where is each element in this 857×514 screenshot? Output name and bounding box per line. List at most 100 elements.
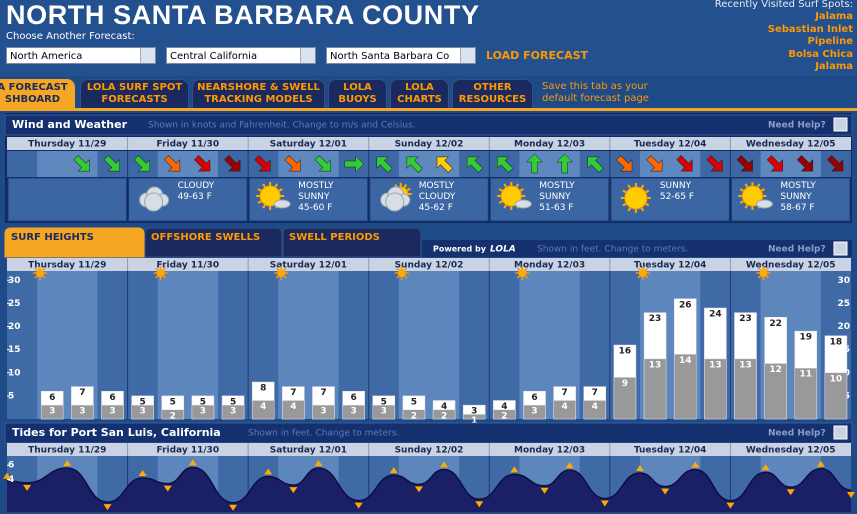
- sun-icon: [624, 186, 648, 210]
- day-label: Thursday 11/29: [28, 140, 106, 150]
- surf-max-label: 5: [170, 397, 176, 407]
- panel-title: Tides for Port San Luis, California: [12, 426, 221, 439]
- tide-marker: [540, 487, 549, 494]
- day-label: Thursday 11/29: [28, 446, 106, 456]
- surf-max-label: 7: [290, 388, 296, 398]
- surf-min-label: 4: [290, 402, 296, 412]
- day-label: Saturday 12/01: [270, 140, 347, 150]
- y-tick-label: 25: [837, 299, 850, 309]
- surf-min-label: 3: [381, 407, 387, 417]
- day-label: Saturday 12/01: [270, 446, 347, 456]
- tide-marker: [188, 459, 197, 466]
- help-link[interactable]: Need Help?: [768, 245, 826, 255]
- help-link[interactable]: Need Help?: [768, 121, 826, 131]
- panel-title-bar: [4, 114, 853, 136]
- surf-max-label: 22: [769, 319, 782, 329]
- help-link[interactable]: Need Help?: [768, 429, 826, 439]
- weather-text: MOSTLY SUNNY 51-63 F: [539, 181, 605, 214]
- recent-spot[interactable]: Pipeline: [807, 36, 853, 47]
- surf-min-label: 4: [562, 402, 568, 412]
- recent-spot[interactable]: Jalama: [815, 61, 853, 72]
- panel-note: Shown in feet. Change to meters.: [248, 429, 399, 439]
- surf-tab[interactable]: [4, 227, 145, 258]
- day-label: Wednesday 12/05: [746, 261, 836, 271]
- lola-logo: LOLA: [490, 245, 516, 255]
- day-label: Friday 11/30: [157, 446, 220, 456]
- surf-min-label: 3: [140, 407, 146, 417]
- wind-arrow: [103, 155, 120, 172]
- cloud-icon: [144, 192, 164, 212]
- weather-condition: CLOUDY: [177, 181, 215, 191]
- wind-arrow: [284, 155, 301, 172]
- nav-tab[interactable]: LOLA SURF SPOT FORECASTS: [80, 79, 189, 108]
- load-button[interactable]: LOAD FORECAST: [486, 49, 589, 62]
- sun-ray: [262, 204, 267, 209]
- sun-ray: [627, 184, 632, 189]
- daylight-column: [157, 271, 218, 419]
- nav-tab[interactable]: OTHER RESOURCES: [452, 79, 533, 108]
- tide-marker: [264, 468, 273, 475]
- tide-marker: [63, 460, 72, 467]
- nav-tab[interactable]: NEARSHORE & SWELL TRACKING MODELS: [192, 79, 325, 108]
- surf-min-label: 3: [200, 407, 206, 417]
- surf-title-bar: [422, 240, 852, 257]
- surf-min-bar: [71, 404, 94, 420]
- recent-spot[interactable]: Sebastian Inlet: [767, 23, 853, 35]
- wind-arrow: [344, 155, 364, 173]
- wind-arrow: [376, 156, 393, 173]
- surf-min-label: 3: [320, 407, 326, 417]
- surf-min-bar: [402, 409, 426, 420]
- y-tick-label: 20: [837, 322, 850, 332]
- surf-max-label: 5: [230, 397, 236, 407]
- day-header-bg: [7, 137, 851, 150]
- wind-arrow: [796, 155, 814, 172]
- y-tick-label: 25: [8, 299, 21, 309]
- cloud-icon: [385, 192, 405, 212]
- weather-temps: 45-62 F: [418, 203, 453, 213]
- sun-ray: [739, 188, 745, 192]
- surf-min-label: 13: [739, 360, 752, 370]
- surf-min-bar: [161, 409, 185, 420]
- nav-tab[interactable]: LOLA BUOYS: [328, 79, 387, 108]
- sun-ray: [645, 275, 649, 279]
- help-icon: [833, 241, 848, 256]
- surf-max-label: 6: [109, 393, 115, 403]
- tide-marker: [23, 484, 32, 491]
- sun-ray: [503, 204, 508, 209]
- surf-tab[interactable]: [282, 227, 422, 258]
- recent-spot[interactable]: Bolsa Chica: [788, 48, 853, 60]
- nav-tab[interactable]: A FORECAST SHBOARD: [0, 79, 75, 108]
- surf-min-bar: [824, 372, 848, 420]
- surf-max-label: 8: [260, 384, 266, 394]
- surf-min-bar: [553, 400, 576, 420]
- forecast-select[interactable]: Central California: [166, 47, 316, 64]
- day-header-bg: [7, 258, 851, 271]
- sun-ray: [274, 183, 279, 188]
- surf-tab[interactable]: [144, 227, 283, 258]
- surf-max-label: 16: [619, 347, 632, 357]
- page-title: NORTH SANTA BARBARA COUNTY: [6, 0, 480, 30]
- weather-text: MOSTLY SUNNY 58-67 F: [780, 181, 846, 214]
- help-icon: [833, 425, 848, 440]
- wind-arrow: [766, 155, 783, 172]
- wind-arrow: [827, 155, 844, 172]
- day-label: Saturday 12/01: [270, 261, 347, 271]
- nav-tab[interactable]: LOLA CHARTS: [390, 79, 449, 108]
- tide-marker: [289, 487, 298, 494]
- sun-ray: [396, 267, 400, 271]
- recent-spot[interactable]: Jalama: [815, 11, 853, 22]
- surf-min-bar: [523, 404, 546, 420]
- sun-ray: [744, 183, 749, 188]
- surf-max-label: 6: [351, 393, 357, 403]
- tide-area: [7, 467, 851, 512]
- surf-max-label: 5: [411, 397, 417, 407]
- weather-text: MOSTLY SUNNY 45-60 F: [298, 181, 364, 214]
- tide-marker: [726, 502, 735, 509]
- forecast-select[interactable]: North America: [6, 47, 156, 64]
- forecast-select[interactable]: North Santa Barbara Co: [326, 47, 476, 64]
- sun-ray: [275, 275, 279, 279]
- sun-marker: [277, 269, 286, 277]
- sun-ray: [645, 267, 649, 271]
- surf-max-label: 6: [531, 393, 537, 403]
